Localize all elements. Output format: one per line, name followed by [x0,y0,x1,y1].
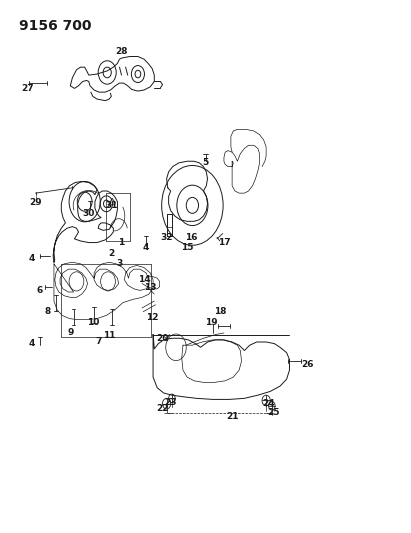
Text: 25: 25 [267,408,279,417]
Text: 18: 18 [214,307,226,316]
Text: 4: 4 [28,339,35,348]
Text: 29: 29 [29,198,42,207]
Text: 32: 32 [160,233,173,242]
Text: 30: 30 [83,209,95,218]
Text: 17: 17 [217,238,230,247]
Text: 24: 24 [263,399,275,408]
Text: 7: 7 [96,337,102,346]
Text: 15: 15 [181,244,193,253]
Text: 19: 19 [206,318,218,327]
Text: 4: 4 [143,244,149,253]
Text: 6: 6 [37,286,43,295]
Text: 3: 3 [116,260,122,268]
Text: 9: 9 [67,328,74,337]
Text: 23: 23 [164,398,177,407]
Text: 16: 16 [185,233,197,242]
Text: 21: 21 [226,412,238,421]
Text: 28: 28 [115,47,128,55]
Text: 8: 8 [45,307,51,316]
Text: 27: 27 [21,84,34,93]
Text: 31: 31 [105,201,118,210]
Text: 10: 10 [87,318,99,327]
Text: 13: 13 [144,283,157,292]
Text: 2: 2 [108,249,114,258]
Text: 12: 12 [146,312,159,321]
Text: 1: 1 [118,238,125,247]
Text: 5: 5 [202,158,209,167]
Text: 9156 700: 9156 700 [19,19,92,33]
Text: 22: 22 [156,405,169,414]
Text: 14: 14 [138,275,150,284]
Text: 4: 4 [28,254,35,263]
Text: 20: 20 [156,334,169,343]
Text: 26: 26 [302,360,314,369]
Text: 11: 11 [103,331,115,340]
